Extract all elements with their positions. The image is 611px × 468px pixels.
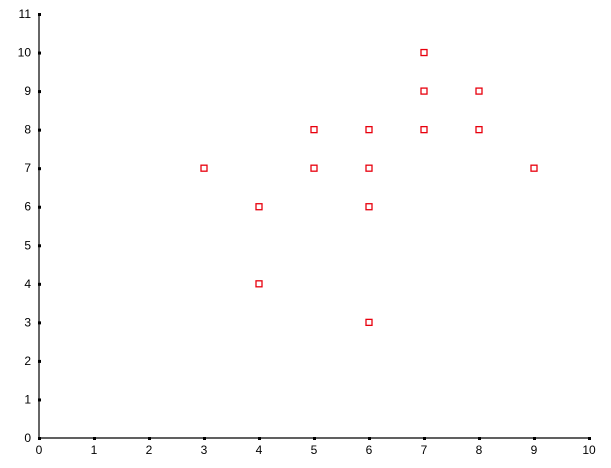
x-tick-label-8: 8 xyxy=(476,443,483,457)
tick-marks xyxy=(38,13,591,440)
axes xyxy=(38,14,589,439)
y-tick-label-7: 7 xyxy=(24,161,31,175)
y-tick-3 xyxy=(38,321,41,325)
data-point-10 xyxy=(420,87,428,95)
y-tick-10 xyxy=(38,51,41,55)
y-tick-label-8: 8 xyxy=(24,123,31,137)
data-point-9 xyxy=(420,48,428,57)
x-tick-label-6: 6 xyxy=(366,443,373,457)
x-tick-9 xyxy=(533,437,536,440)
data-point-6 xyxy=(365,164,373,172)
y-tick-label-4: 4 xyxy=(24,277,31,291)
x-tick-6 xyxy=(368,437,371,440)
y-tick-0 xyxy=(38,437,41,440)
y-tick-label-2: 2 xyxy=(24,354,31,368)
x-tick-3 xyxy=(203,437,206,440)
data-point-1 xyxy=(255,203,263,211)
y-tick-6 xyxy=(38,205,41,209)
data-point-5 xyxy=(365,125,373,134)
y-tick-7 xyxy=(38,167,41,171)
data-point-2 xyxy=(255,280,263,288)
data-point-7 xyxy=(365,203,373,211)
data-point-11 xyxy=(420,125,428,134)
y-tick-label-9: 9 xyxy=(24,84,31,98)
x-tick-8 xyxy=(478,437,481,440)
data-point-4 xyxy=(310,164,318,172)
data-point-0 xyxy=(200,164,208,172)
y-tick-1 xyxy=(38,398,41,402)
y-tick-2 xyxy=(38,359,41,363)
data-point-12 xyxy=(475,87,483,95)
x-tick-label-4: 4 xyxy=(256,443,263,457)
y-tick-label-6: 6 xyxy=(24,200,31,214)
data-points xyxy=(200,48,538,327)
x-tick-1 xyxy=(93,437,96,440)
data-point-3 xyxy=(310,125,318,134)
data-point-14 xyxy=(530,164,538,172)
y-tick-label-11: 11 xyxy=(19,7,32,21)
y-tick-5 xyxy=(38,244,41,248)
y-tick-label-10: 10 xyxy=(18,46,32,60)
x-tick-10 xyxy=(588,437,591,440)
x-tick-label-0: 0 xyxy=(36,443,43,457)
x-tick-7 xyxy=(423,437,426,440)
y-tick-9 xyxy=(38,90,41,94)
x-tick-label-9: 9 xyxy=(531,443,538,457)
y-tick-label-1: 1 xyxy=(24,392,31,406)
x-tick-label-3: 3 xyxy=(201,443,208,457)
y-tick-label-0: 0 xyxy=(24,431,31,445)
x-tick-label-1: 1 xyxy=(91,443,98,457)
data-point-8 xyxy=(365,318,373,327)
tick-labels: 0 1 2 3 4 5 6 7 8 9 10 0 1 2 3 4 5 6 7 8 9 10 11 xyxy=(18,7,596,457)
y-tick-8 xyxy=(38,128,41,132)
x-tick-label-7: 7 xyxy=(421,443,428,457)
x-tick-2 xyxy=(148,437,151,440)
x-tick-label-2: 2 xyxy=(146,443,153,457)
x-tick-label-5: 5 xyxy=(311,443,318,457)
x-tick-label-10: 10 xyxy=(582,443,596,457)
data-point-13 xyxy=(475,125,483,134)
y-tick-label-5: 5 xyxy=(24,238,31,252)
x-tick-4 xyxy=(258,437,261,440)
y-tick-4 xyxy=(38,282,41,286)
y-tick-11 xyxy=(38,13,41,16)
y-tick-label-3: 3 xyxy=(24,315,31,329)
x-tick-5 xyxy=(313,437,316,440)
